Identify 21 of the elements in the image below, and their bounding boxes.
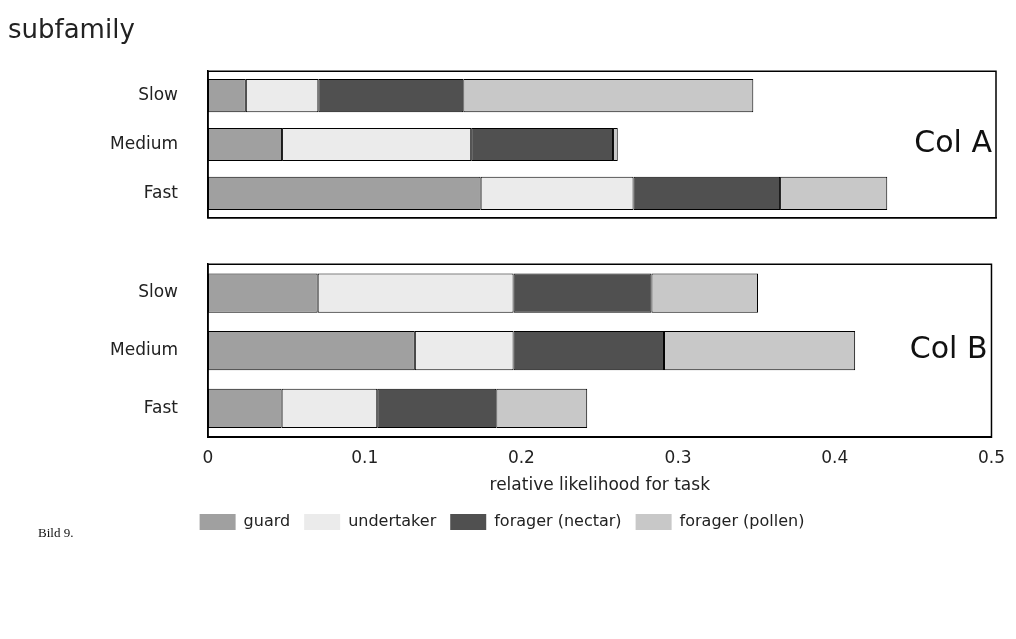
legend-label: forager (nectar) xyxy=(494,511,622,531)
y-tick-label: Medium xyxy=(110,339,178,360)
y-tick-label: Slow xyxy=(138,281,179,302)
y-tick-label: Medium xyxy=(110,132,178,153)
x-tick-label: 0 xyxy=(202,446,214,467)
x-tick-label: 0.3 xyxy=(664,446,692,467)
y-tick-label: Fast xyxy=(143,181,179,202)
x-tick-label: 0.4 xyxy=(821,446,849,467)
x-tick-label: 0.2 xyxy=(507,446,535,467)
legend-label: forager (pollen) xyxy=(679,511,805,531)
chart-title: subfamily xyxy=(8,14,135,45)
x-tick-label: 0.1 xyxy=(351,446,379,467)
annotation: Col B xyxy=(909,330,988,366)
legend-label: guard xyxy=(243,511,291,531)
text: Bild 9. xyxy=(38,524,74,540)
y-tick-label: Slow xyxy=(138,84,179,105)
x-axis-title: relative likelihood for task xyxy=(489,474,711,495)
x-tick-label: 0.5 xyxy=(977,446,1006,467)
y-tick-label: Fast xyxy=(143,396,179,417)
legend-label: undertaker xyxy=(348,511,437,531)
annotation: Col A xyxy=(914,124,993,160)
